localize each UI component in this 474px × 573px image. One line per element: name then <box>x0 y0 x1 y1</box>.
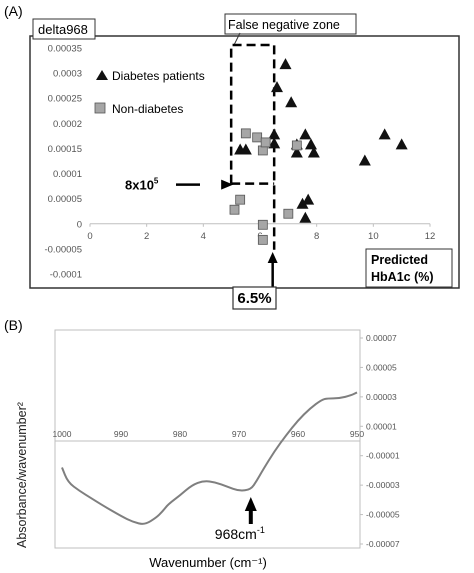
threshold-x-box <box>232 286 277 310</box>
point-diabetes <box>358 154 371 166</box>
y-axis-title-b: Absorbance/wavenumber² <box>15 402 29 548</box>
x-axis-title-line1: Predicted <box>371 253 428 267</box>
point-diabetes <box>305 138 317 150</box>
threshold-x-label: 6.5% <box>237 290 271 307</box>
point-nondiabetes <box>283 208 294 219</box>
scatter-points <box>229 58 408 245</box>
point-diabetes <box>271 81 283 93</box>
y-tick-label: -0.00005 <box>44 244 82 255</box>
y-tick-label-b: 0.00003 <box>366 392 397 402</box>
panel-a: (A) delta968 False negative zone -0.0001… <box>4 3 460 310</box>
x-tick-label: 8 <box>314 231 319 242</box>
y-tick-label: -0.0001 <box>50 270 82 281</box>
point-diabetes <box>302 193 315 205</box>
panel-b: (B) Absorbance/wavenumber² 0.000070.0000… <box>4 317 400 570</box>
point-nondiabetes <box>240 128 251 139</box>
y-tick-label-b: 0.00005 <box>366 362 397 372</box>
point-nondiabetes <box>252 132 263 143</box>
y-tick-label: 0.0001 <box>53 169 82 180</box>
zone-pointer <box>233 32 241 46</box>
y-tick-label-b: 0.00007 <box>366 333 397 343</box>
legend-label-nondiabetes: Non-diabetes <box>112 102 183 116</box>
point-nondiabetes <box>260 137 271 148</box>
x-tick-label: 2 <box>144 231 149 242</box>
panel-b-ticks: 0.00007 0.00005 0.00003 0.00001 -0.00001 -0.0… <box>53 333 400 549</box>
panel-a-label: (A) <box>4 3 23 19</box>
spectrum-line <box>61 391 358 525</box>
x-tick-label: 10 <box>368 231 379 242</box>
point-diabetes <box>239 143 252 155</box>
arrow-968-label: 968cm-1 <box>215 525 265 542</box>
point-diabetes <box>290 146 303 158</box>
point-diabetes <box>299 211 312 223</box>
x-axis-title-box <box>365 248 453 288</box>
x-axis-title-line2: HbA1c (%) <box>371 270 434 284</box>
y-tick-label: 0.0003 <box>53 69 82 80</box>
point-diabetes <box>285 96 298 108</box>
x-tick-label: 4 <box>201 231 206 242</box>
threshold-x-arrowhead <box>267 252 278 263</box>
x-tick-label-b: 980 <box>173 429 187 439</box>
point-nondiabetes <box>235 194 246 205</box>
point-nondiabetes <box>229 204 240 215</box>
x-tick-label: 0 <box>87 231 92 242</box>
x-tick-label-b: 990 <box>114 429 128 439</box>
panel-b-frame <box>54 329 361 549</box>
y-tick-label: 0.0002 <box>53 119 82 130</box>
legend-marker-diabetes <box>96 70 108 80</box>
y-tick-label-b: 0.00001 <box>366 421 397 431</box>
point-nondiabetes <box>291 140 302 151</box>
point-diabetes <box>268 128 281 140</box>
y-axis-title-box <box>32 18 96 40</box>
y-tick-label: 0.00025 <box>48 94 82 105</box>
y-tick-label-b: -0.00007 <box>366 539 400 549</box>
zone-label: False negative zone <box>228 18 340 32</box>
point-diabetes <box>378 128 391 140</box>
point-diabetes <box>296 197 309 209</box>
legend-label-diabetes: Diabetes patients <box>112 69 205 83</box>
point-nondiabetes <box>257 219 268 230</box>
y-tick-label: 0.00015 <box>48 144 82 155</box>
y-axis-title: delta968 <box>38 22 88 37</box>
x-axis-title-b: Wavenumber (cm⁻¹) <box>149 555 267 570</box>
legend-marker-nondiabetes <box>94 102 106 114</box>
y-tick-label-b: -0.00001 <box>366 451 400 461</box>
zone-label-box <box>224 13 357 35</box>
point-nondiabetes <box>257 234 268 245</box>
y-tick-label-b: -0.00003 <box>366 480 400 490</box>
point-diabetes <box>279 58 292 70</box>
arrow-968-head <box>244 497 257 511</box>
point-diabetes <box>299 128 312 140</box>
y-tick-label: 0.00005 <box>48 194 82 205</box>
point-diabetes <box>395 138 408 150</box>
x-tick-label-b: 950 <box>350 429 364 439</box>
panel-b-label: (B) <box>4 317 23 333</box>
y-tick-label: 0.00035 <box>48 44 82 55</box>
x-tick-label-b: 1000 <box>53 429 72 439</box>
x-tick-label-b: 960 <box>291 429 305 439</box>
x-tick-label: 12 <box>425 231 436 242</box>
legend: Diabetes patients Non-diabetes <box>94 69 205 116</box>
x-tick-label-b: 970 <box>232 429 246 439</box>
y-tick-label-b: -0.00005 <box>366 510 400 520</box>
point-diabetes <box>307 146 320 158</box>
threshold-y-label: 8x105 <box>125 177 159 193</box>
point-diabetes <box>268 137 281 149</box>
threshold-y-arrowhead <box>221 179 234 190</box>
panel-a-ticks: -0.0001 -0.00005 0 0.00005 0.0001 0.00015 0.00… <box>44 44 435 281</box>
y-tick-label: 0 <box>77 219 82 230</box>
